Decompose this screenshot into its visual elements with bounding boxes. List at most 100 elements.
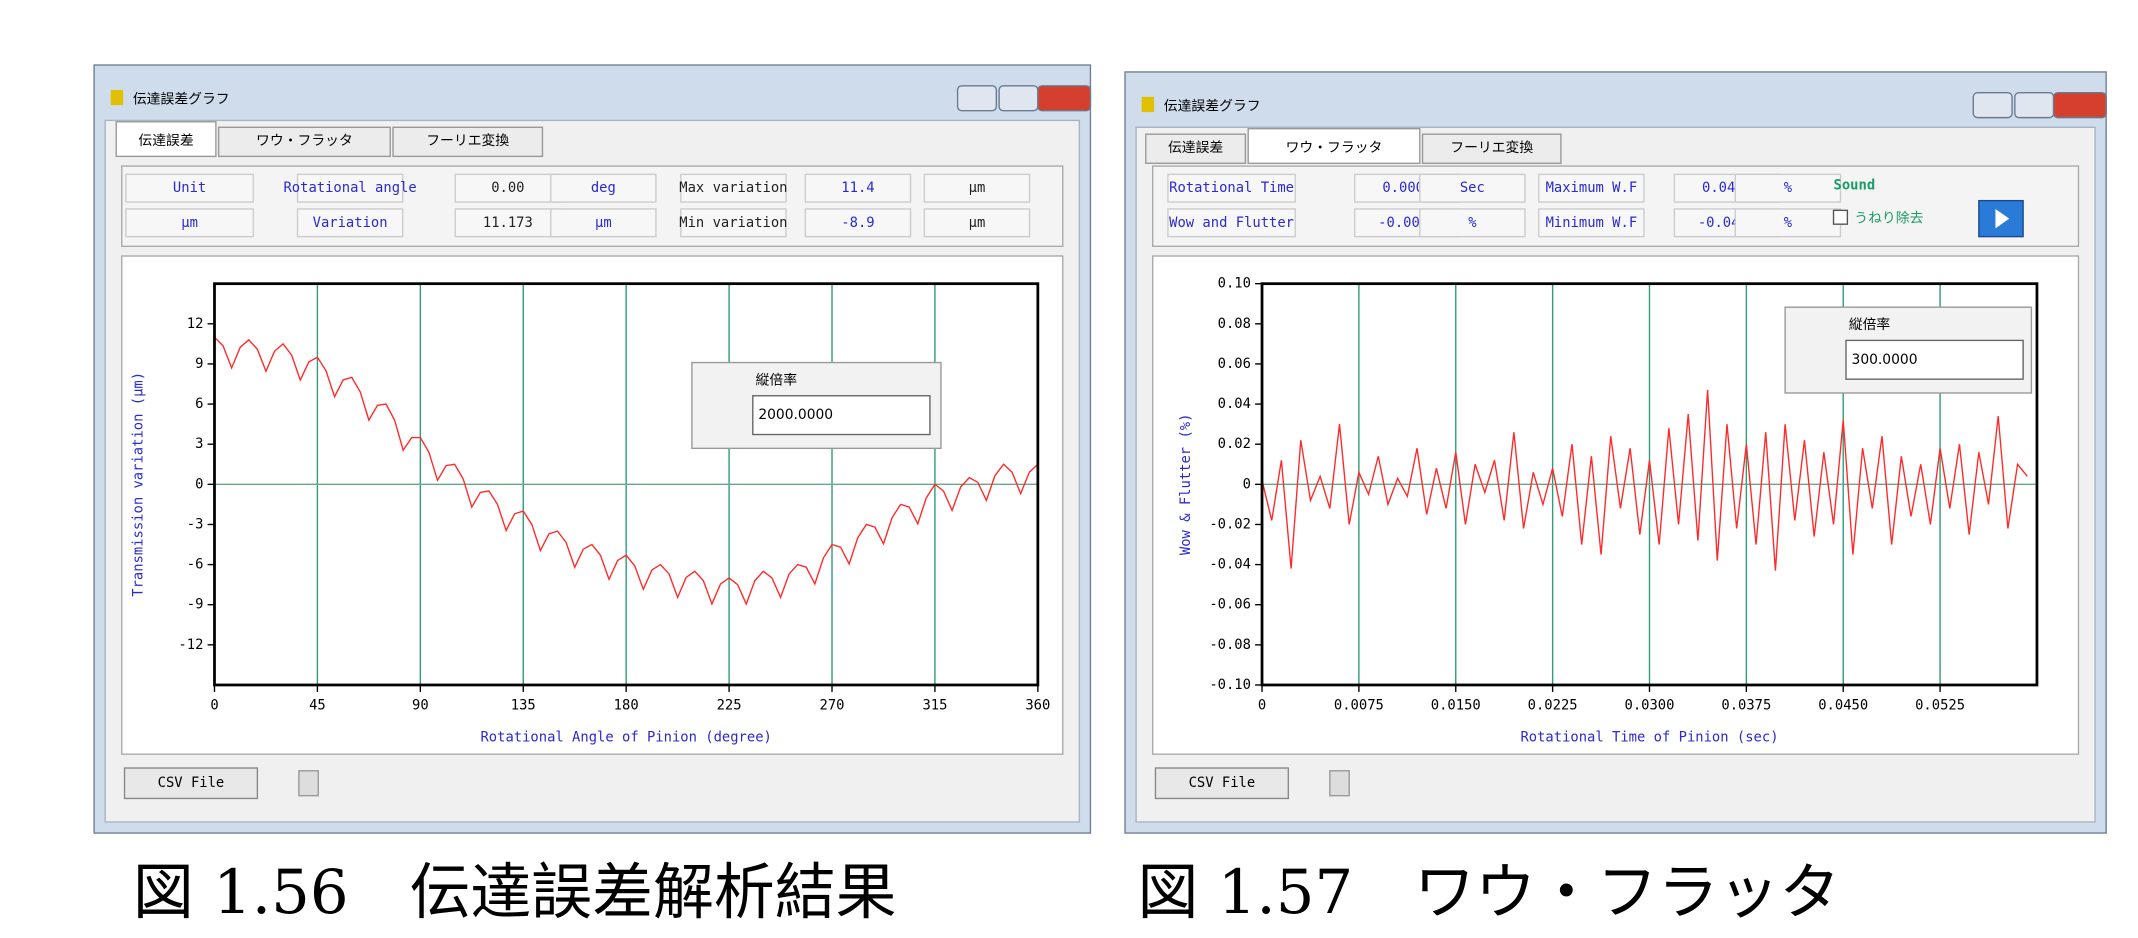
info-cell [680, 208, 787, 238]
popup-input[interactable] [752, 395, 931, 436]
y-tick-label: 3 [195, 436, 203, 452]
scroll-thumb[interactable] [298, 770, 319, 797]
popup-label: 縦倍率 [1849, 316, 1891, 333]
y-tick-label: -12 [178, 637, 203, 653]
y-tick-label: -0.02 [1209, 516, 1251, 532]
sound-label: Sound [1834, 177, 1876, 193]
info-cell [1419, 173, 1526, 203]
info-text: 11.4 [841, 180, 874, 196]
chart-panel [121, 255, 1064, 755]
info-text: Min variation [679, 215, 787, 231]
checkbox-label: うねり除去 [1854, 211, 1923, 227]
tab[interactable] [392, 126, 544, 158]
info-text: Max variation [679, 180, 787, 196]
x-tick-label: 225 [717, 698, 742, 714]
info-text: deg [591, 180, 616, 196]
info-text: Wow and Flutter [1169, 215, 1294, 231]
y-tick-label: 6 [195, 396, 203, 412]
info-cell [923, 173, 1031, 203]
x-tick-label: 0 [210, 698, 218, 714]
info-text: μm [181, 215, 198, 231]
caption: 図 1.56 伝達誤差解析結果 [133, 857, 897, 928]
x-tick-label: 45 [309, 698, 326, 714]
csv-button-label: CSV File [158, 775, 225, 791]
y-tick-label: 9 [195, 356, 203, 372]
close-button[interactable] [2052, 92, 2107, 119]
tab[interactable] [1247, 128, 1421, 164]
tab[interactable] [115, 121, 217, 158]
y-tick-label: 0.06 [1218, 356, 1251, 372]
app-icon [110, 89, 124, 106]
tab[interactable] [1145, 133, 1247, 164]
popup-value: 2000.0000 [758, 407, 833, 423]
info-cell [804, 173, 912, 203]
tab-label: フーリエ変換 [1450, 139, 1533, 156]
tab-label: フーリエ変換 [426, 132, 509, 149]
y-tick-label: 12 [187, 316, 204, 332]
window-title: 伝達誤差グラフ [1164, 99, 1261, 115]
info-cell [1734, 208, 1842, 238]
checkbox[interactable] [1832, 209, 1849, 225]
caption: 図 1.57 ワウ・フラッタ [1137, 857, 1840, 928]
y-tick-label: -0.08 [1209, 637, 1251, 653]
info-text: 11.173 [483, 215, 533, 231]
popup-label: 縦倍率 [756, 372, 798, 389]
minimize-button[interactable] [956, 85, 998, 112]
close-button[interactable] [1037, 85, 1092, 112]
info-text: -8.9 [841, 215, 874, 231]
app-icon [1141, 96, 1155, 113]
x-tick-label: 90 [412, 698, 429, 714]
y-tick-label: 0.04 [1218, 396, 1251, 412]
csv-button-label: CSV File [1189, 775, 1256, 791]
x-axis-title: Rotational Time of Pinion (sec) [1520, 730, 1778, 746]
y-tick-label: -3 [187, 516, 204, 532]
y-tick-label: 0 [1243, 476, 1251, 492]
x-tick-label: 315 [922, 698, 947, 714]
info-cell [680, 173, 787, 203]
info-cell [296, 173, 404, 203]
csv-button[interactable] [123, 767, 259, 800]
info-text: Maximum W.F [1546, 180, 1638, 196]
x-tick-label: 180 [614, 698, 639, 714]
play-icon [1995, 208, 2010, 229]
tab-label: 伝達誤差 [138, 133, 193, 149]
info-text: Minimum W.F [1546, 215, 1638, 231]
scroll-thumb[interactable] [1329, 770, 1350, 797]
maximize-button[interactable] [2014, 92, 2055, 119]
popup-input[interactable] [1845, 339, 2024, 380]
info-cell [1538, 173, 1645, 203]
info-text: μm [969, 215, 986, 231]
info-cell [1538, 208, 1645, 238]
maximize-button[interactable] [998, 85, 1039, 112]
tab-label: 伝達誤差 [1168, 140, 1223, 156]
info-cell [125, 208, 254, 238]
info-text: Unit [173, 180, 206, 196]
csv-button[interactable] [1154, 767, 1290, 800]
info-text: % [1784, 215, 1793, 231]
y-tick-label: 0.02 [1218, 436, 1251, 452]
info-text: Sec [1460, 180, 1485, 196]
y-tick-label: -6 [187, 557, 204, 573]
canvas: 図 1.56 伝達誤差解析結果 図 1.57 ワウ・フラッタ 伝達誤差グラフ伝達… [93, 64, 2107, 928]
minimize-button[interactable] [1972, 92, 2013, 119]
x-tick-label: 0.0150 [1431, 698, 1481, 714]
info-cell [1734, 173, 1842, 203]
info-text: % [1784, 180, 1793, 196]
tab-label: ワウ・フラッタ [256, 133, 353, 149]
tab[interactable] [217, 126, 391, 158]
info-cell [125, 173, 254, 203]
x-axis-title: Rotational Angle of Pinion (degree) [480, 730, 771, 746]
info-cell [550, 208, 657, 238]
info-text: Rotational Time [1169, 180, 1294, 196]
y-tick-label: -0.06 [1209, 597, 1251, 613]
y-tick-label: -9 [187, 597, 204, 613]
x-tick-label: 0 [1258, 698, 1266, 714]
y-tick-label: -0.10 [1209, 677, 1251, 693]
x-tick-label: 0.0525 [1915, 698, 1965, 714]
tab[interactable] [1421, 133, 1562, 164]
info-cell [1167, 173, 1296, 203]
info-cell [1167, 208, 1296, 238]
info-text: μm [595, 215, 612, 231]
info-text: μm [969, 180, 986, 196]
